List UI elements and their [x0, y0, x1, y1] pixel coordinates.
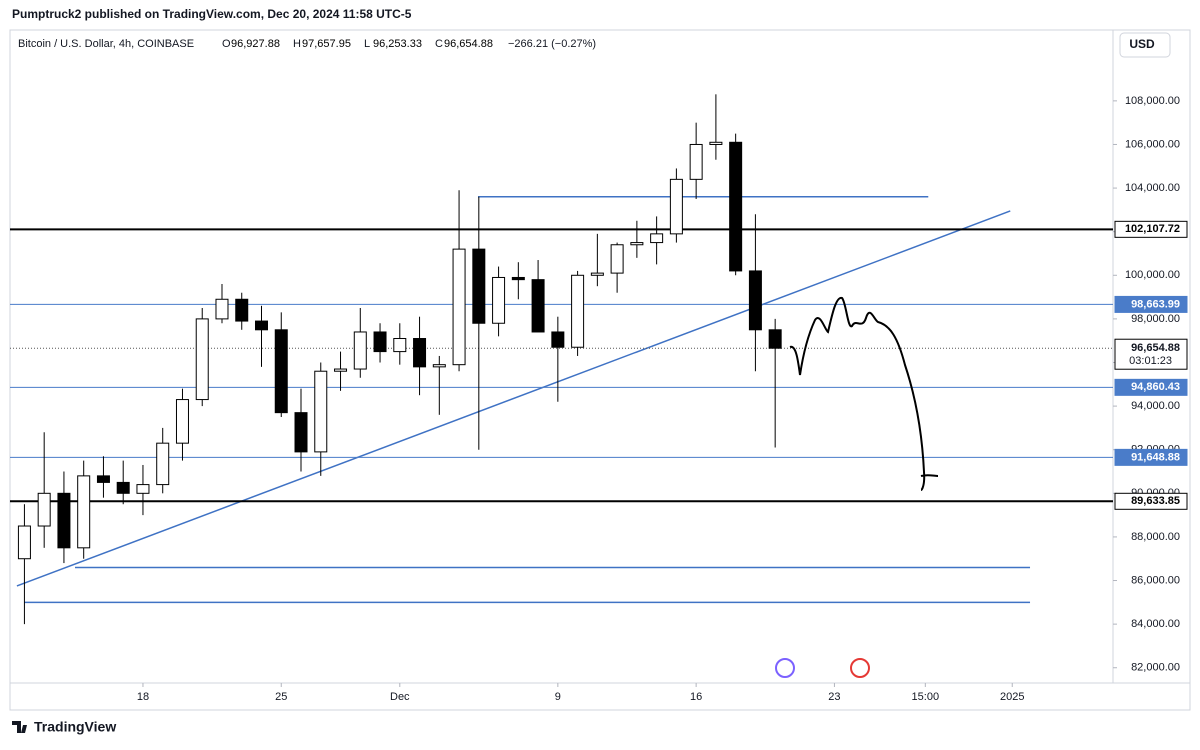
candle-body	[17, 525, 31, 560]
symbol-legend: Bitcoin / U.S. Dollar, 4h, COINBASE O 96,…	[18, 38, 596, 50]
y-tick-label: 108,000.00	[1125, 95, 1180, 107]
x-tick-label: 15:00	[912, 691, 940, 703]
candle-body	[175, 399, 189, 444]
currency[interactable]: USD	[1129, 37, 1155, 51]
candle-body	[96, 475, 110, 483]
level-price-box	[1114, 220, 1188, 238]
y-tick-label: 104,000.00	[1125, 182, 1180, 194]
candle-body	[571, 274, 585, 348]
published-by: Pumptruck2 published on TradingView.com,…	[12, 7, 412, 21]
candle-body	[610, 244, 624, 274]
price-change: −266.21 (−0.27%)	[508, 38, 596, 50]
candle-body	[314, 370, 328, 453]
level-price-box	[1114, 492, 1188, 510]
plot-area: 82,000.0084,000.0086,000.0088,000.0090,0…	[10, 94, 1188, 703]
candle-body	[551, 331, 565, 348]
ohlc-value: 96,927.88	[231, 38, 280, 50]
y-tick-label: 98,000.00	[1131, 313, 1180, 325]
level-price-box	[1114, 295, 1188, 313]
level-price-label: 98,663.99	[1131, 298, 1180, 310]
candle-body	[294, 412, 308, 453]
y-tick-label: 100,000.00	[1125, 269, 1180, 281]
event-icon[interactable]	[775, 658, 795, 678]
brand: TradingView	[34, 719, 116, 735]
candle-body	[492, 276, 506, 324]
level-price-box	[1114, 378, 1188, 396]
ohlc-value: 97,657.95	[302, 38, 351, 50]
candle-body	[334, 368, 348, 372]
y-tick-label: 106,000.00	[1125, 138, 1180, 150]
candle-body	[215, 298, 229, 320]
last-price-label: 96,654.88	[1131, 342, 1180, 354]
candle-body	[650, 233, 664, 244]
level-price-box	[1114, 448, 1188, 466]
tradingview-logo: TradingView	[12, 719, 116, 735]
candle-body	[669, 178, 683, 235]
candle-body	[511, 276, 525, 281]
x-tick-label: 2025	[1000, 691, 1024, 703]
candle-body	[235, 298, 249, 322]
x-tick-label: 9	[555, 691, 561, 703]
x-tick-label: 16	[690, 691, 702, 703]
candle-body	[136, 484, 150, 494]
y-tick-label: 86,000.00	[1131, 574, 1180, 586]
candle-body	[195, 318, 209, 401]
x-tick-label: Dec	[390, 691, 410, 703]
y-tick-label: 94,000.00	[1131, 400, 1180, 412]
ohlc-key: L	[364, 38, 370, 50]
candle-body	[37, 492, 51, 527]
candle-body	[77, 475, 91, 549]
candle-body	[729, 141, 743, 272]
candle-body	[393, 338, 407, 353]
economic-event-icon[interactable]	[850, 658, 870, 678]
candle-body	[432, 364, 446, 368]
ohlc-key: H	[293, 38, 301, 50]
candle-body	[156, 442, 170, 486]
candle-body	[274, 329, 288, 414]
ohlc-key: O	[222, 38, 231, 50]
logo-mark	[12, 721, 27, 733]
hand-drawn-projection	[789, 296, 939, 491]
x-tick-label: 18	[137, 691, 149, 703]
candle-body	[768, 329, 782, 349]
candle-body	[413, 338, 427, 368]
candle-body	[254, 320, 268, 331]
drawn-line	[16, 210, 1011, 587]
currency-button[interactable]	[1119, 32, 1171, 58]
candle-body	[630, 242, 644, 246]
candle-body	[452, 248, 466, 366]
last-price-box	[1114, 338, 1188, 370]
ohlc-value: 96,253.33	[373, 38, 422, 50]
y-tick-label: 82,000.00	[1131, 662, 1180, 674]
countdown: 03:01:23	[1129, 355, 1172, 367]
candle-body	[57, 492, 71, 549]
candle-body	[373, 331, 387, 353]
y-tick-label: 84,000.00	[1131, 618, 1180, 630]
level-price-label: 102,107.72	[1125, 223, 1180, 235]
candle-body	[689, 143, 703, 180]
candle-body	[116, 481, 130, 494]
candle-body	[590, 272, 604, 276]
candle-body	[353, 331, 367, 370]
chart-frame	[9, 29, 1191, 711]
candle-body	[709, 141, 723, 145]
candle-body	[472, 248, 486, 324]
level-price-label: 91,648.88	[1131, 451, 1180, 463]
x-tick-label: 23	[828, 691, 840, 703]
candle-body	[531, 279, 545, 333]
y-tick-label: 88,000.00	[1131, 531, 1180, 543]
ohlc-key: C	[435, 38, 443, 50]
candle-body	[748, 270, 762, 331]
symbol: Bitcoin / U.S. Dollar, 4h, COINBASE	[18, 38, 194, 50]
level-price-label: 89,633.85	[1131, 495, 1180, 507]
ohlc-value: 96,654.88	[444, 38, 493, 50]
level-price-label: 94,860.43	[1131, 381, 1180, 393]
x-tick-label: 25	[275, 691, 287, 703]
